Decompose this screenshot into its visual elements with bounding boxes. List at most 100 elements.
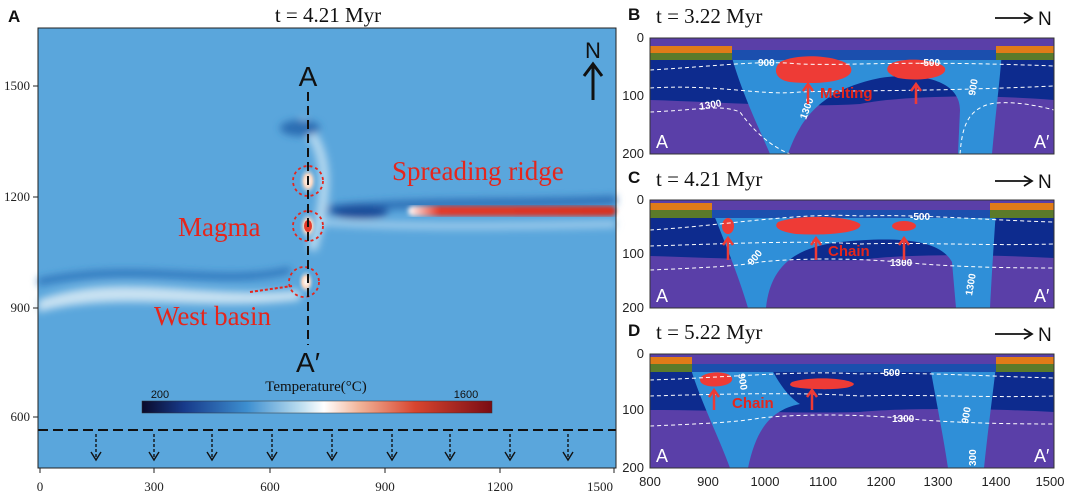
down-arrow-icon [90, 434, 102, 462]
ridge-tip-deep [332, 205, 388, 219]
panel-d-frame [649, 353, 1055, 469]
panel-a-x-axis: 0 300 600 900 1200 1500 [37, 468, 615, 494]
north-label: N [1038, 325, 1052, 346]
upwelling-zone-west [690, 366, 800, 468]
panel-b-letter: B [628, 5, 640, 24]
panel-d-letter: D [628, 321, 640, 340]
panel-b-title: t = 3.22 Myr [656, 4, 762, 28]
y-tick: 0 [637, 30, 644, 45]
map-frame [37, 27, 617, 469]
up-arrow-icon [897, 235, 911, 260]
west-basin-label: West basin [154, 301, 272, 331]
up-arrow-icon [721, 235, 735, 260]
map-features [37, 116, 617, 312]
y-tick: 900 [11, 300, 31, 315]
panel-b-frame [649, 37, 1055, 155]
melt-arrows [801, 81, 923, 104]
spreading-ridge-label: Spreading ridge [392, 156, 564, 186]
chain-label: Chain [828, 243, 870, 260]
panel-b: B t = 3.22 Myr N 1300 900 -500 1300 900 [628, 4, 1055, 155]
spreading-ridge-line [408, 206, 616, 216]
panel-d-title: t = 5.22 Myr [656, 320, 762, 344]
north-arrow-icon [582, 61, 604, 100]
panel-d-north: N [995, 325, 1052, 346]
panel-b-north: N [995, 9, 1052, 30]
melt-body-1 [700, 372, 733, 387]
temperature-map [38, 28, 616, 468]
isotherm-label: -500 [880, 368, 900, 379]
section-right-label: A′ [1034, 286, 1050, 306]
panel-c-frame [649, 199, 1055, 309]
section-left-label: A [656, 286, 668, 306]
y-tick: 600 [11, 409, 31, 424]
ridge-flank-south [319, 219, 617, 229]
section-right-label: A′ [1034, 446, 1050, 466]
down-arrow-icon [266, 434, 278, 462]
melt-arrows [707, 387, 819, 410]
section-left-label: A [656, 132, 668, 152]
basin-pointer [249, 285, 293, 293]
up-arrow-icon [805, 387, 819, 410]
y-tick: 100 [622, 246, 644, 261]
section-left-label: A [656, 446, 668, 466]
x-tick: 1300 [924, 474, 953, 489]
boundary-arrows [90, 434, 574, 462]
x-tick: 1200 [867, 474, 896, 489]
y-tick: 0 [637, 346, 644, 361]
y-tick: 100 [622, 402, 644, 417]
melt-body-2 [790, 378, 854, 390]
colorbar-label: Temperature(°C) [265, 379, 367, 395]
panel-c: C t = 4.21 Myr N -500 900 1300 1300 [628, 167, 1055, 309]
melt-body-1 [775, 56, 852, 84]
isotherm-label: 300 [968, 449, 979, 466]
isotherms [649, 62, 1055, 155]
west-basin-trough [37, 267, 291, 285]
down-arrow-icon [206, 434, 218, 462]
melting-label: Melting [820, 85, 873, 102]
x-tick: 1500 [1036, 474, 1065, 489]
down-arrow-icon [326, 434, 338, 462]
x-tick: 1500 [587, 479, 613, 494]
isotherm-label: 900 [758, 58, 775, 69]
y-tick: 1200 [4, 189, 30, 204]
x-tick: 1000 [751, 474, 780, 489]
down-arrow-icon [386, 434, 398, 462]
melt-body-3 [892, 221, 916, 231]
sediment-orange-left [650, 46, 732, 53]
north-label: N [585, 38, 601, 63]
isotherm-label: 900 [735, 373, 749, 392]
melt-body-2 [887, 59, 946, 80]
sediment-orange-right [996, 46, 1054, 53]
panel-c-north: N [995, 172, 1052, 193]
x-tick: 1400 [982, 474, 1011, 489]
upwelling-zone-east [930, 366, 996, 468]
west-basin-band [38, 286, 300, 312]
north-low [280, 120, 320, 136]
sediment-orange-left [650, 357, 692, 364]
up-arrow-icon [707, 387, 721, 410]
section-right-label: A′ [1034, 132, 1050, 152]
sections-y-axes: 0 100 200 0 100 200 0 100 200 [622, 30, 644, 475]
sediment-orange-right [996, 357, 1054, 364]
section-label-bottom: A′ [296, 347, 320, 378]
isotherm-label: 1300 [892, 414, 915, 425]
sediment-orange-left [650, 203, 712, 210]
colorbar-max: 1600 [454, 389, 478, 401]
magma-label: Magma [178, 212, 260, 242]
isotherm-label: 1300 [699, 98, 723, 113]
melt-body-2 [776, 216, 861, 235]
magma-circle-2 [292, 210, 324, 242]
y-tick: 1500 [4, 78, 30, 93]
section-label-top: A [299, 61, 318, 92]
x-tick: 1100 [809, 474, 837, 489]
panel-a-letter: A [8, 7, 20, 26]
colorbar [141, 400, 493, 414]
panel-a-title: t = 4.21 Myr [275, 3, 381, 27]
isotherm-label: -500 [910, 212, 930, 223]
chain-label: Chain [732, 395, 774, 412]
down-arrow-icon [562, 434, 574, 462]
isotherm-label: 1300 [890, 258, 913, 269]
magma-circle-3 [288, 266, 320, 298]
y-tick: 200 [622, 300, 644, 315]
crust-layer [650, 50, 1054, 60]
